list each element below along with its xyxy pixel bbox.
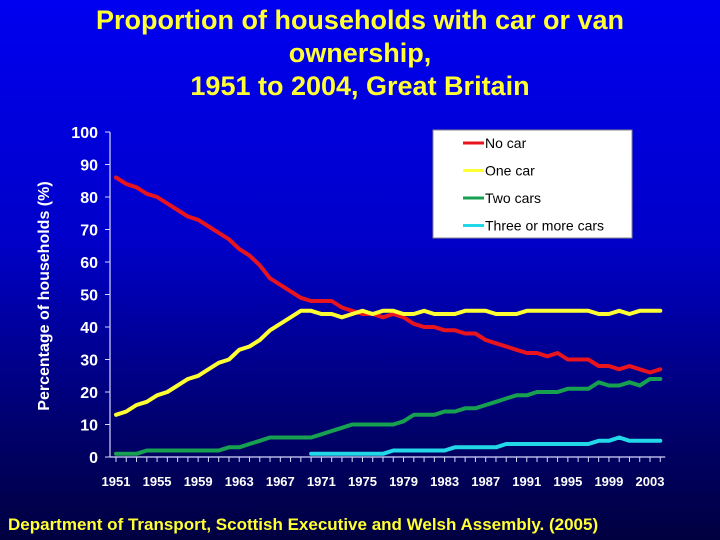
series-line-no-car [114,175,663,375]
chart-title: Proportion of households with car or van… [0,4,720,103]
y-tick-label: 40 [80,320,98,337]
x-tick-label: 1951 [102,474,131,489]
title-line-2: ownership, [288,38,432,68]
legend-label: Three or more cars [485,218,604,234]
y-tick-label: 0 [89,450,98,467]
y-tick-label: 90 [80,158,98,175]
y-tick-label: 100 [71,125,98,142]
x-tick-label: 1987 [471,474,500,489]
x-tick-label: 1991 [512,474,541,489]
y-tick-label: 50 [80,288,98,305]
legend-label: Two cars [485,190,541,206]
x-tick-label: 2003 [636,474,665,489]
source-note: Department of Transport, Scottish Execut… [8,515,599,534]
x-tick-label: 1959 [184,474,213,489]
series-line-three-or-more-cars [309,435,663,456]
x-tick-label: 1979 [389,474,418,489]
x-tick-label: 1995 [553,474,582,489]
series-line-one-car [114,308,663,417]
x-tick-label: 1975 [348,474,377,489]
y-tick-label: 70 [80,223,98,240]
x-tick-label: 1967 [266,474,295,489]
legend-label: One car [485,163,535,179]
title-line-3: 1951 to 2004, Great Britain [190,71,530,101]
x-tick-label: 1983 [430,474,459,489]
series-line-two-cars [114,377,663,456]
title-line-1: Proportion of households with car or van [95,5,625,35]
legend-label: No car [485,135,527,151]
x-tick-label: 1955 [143,474,172,489]
y-tick-label: 60 [80,255,98,272]
y-tick-label: 10 [80,418,98,435]
x-tick-label: 1999 [594,474,623,489]
y-tick-label: 20 [80,385,98,402]
y-axis-label: Percentage of households (%) [36,181,53,410]
y-tick-label: 30 [80,353,98,370]
x-tick-label: 1971 [307,474,336,489]
x-tick-label: 1963 [225,474,254,489]
y-tick-label: 80 [80,190,98,207]
legend-box [432,129,633,239]
